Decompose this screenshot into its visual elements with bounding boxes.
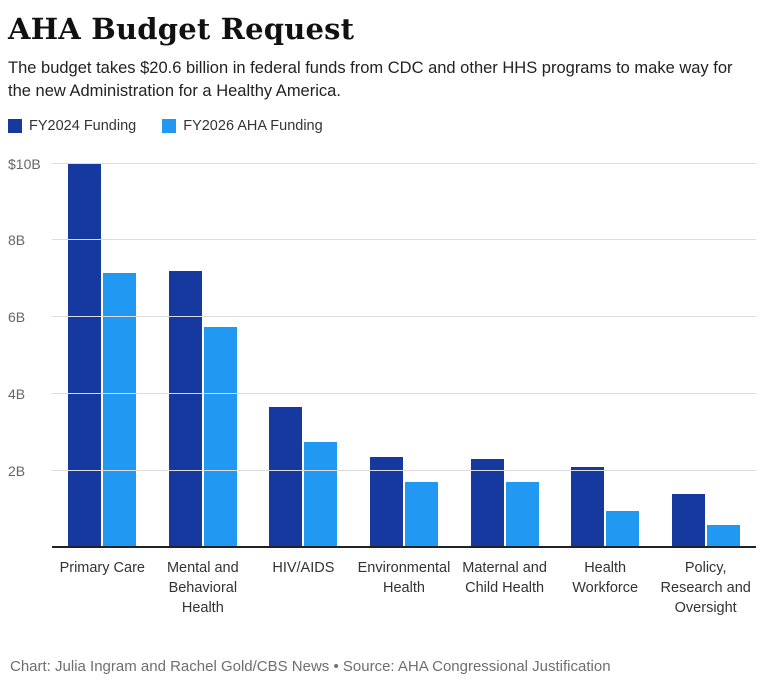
bar-chart: $10B 8B 6B 4B 2B xyxy=(8,156,760,548)
y-axis-tick-label: 6B xyxy=(8,309,26,326)
gridline-8b xyxy=(52,239,756,241)
bar-fy2024-funding xyxy=(470,459,504,548)
legend-item-fy2024: FY2024 Funding xyxy=(8,118,136,134)
fy2024-swatch xyxy=(8,118,22,133)
bar-fy2024-funding xyxy=(370,457,404,548)
category-label: Policy, Research and Oversight xyxy=(660,559,751,617)
bar-fy2026-aha-funding xyxy=(606,511,640,548)
bar-fy2024-funding xyxy=(671,493,705,548)
bar-group xyxy=(454,164,555,548)
category-label: HIV/AIDS xyxy=(272,559,335,576)
legend-label-fy2026: FY2026 AHA Funding xyxy=(183,117,323,134)
plot-area xyxy=(52,162,756,548)
bar-group xyxy=(52,163,153,548)
bar-fy2026-aha-funding xyxy=(203,326,237,548)
category-label: Environmental Health xyxy=(357,559,451,596)
bar-fy2024-funding xyxy=(68,163,102,548)
category-labels: Primary Care Mental and Behavioral Health… xyxy=(52,548,756,619)
bar-group xyxy=(555,164,656,548)
chart-credit: Chart: Julia Ingram and Rachel Gold/CBS … xyxy=(10,658,611,675)
bar-fy2024-funding xyxy=(269,407,303,548)
category-label: Health Workforce xyxy=(572,559,639,596)
y-axis-tick-label: 8B xyxy=(8,232,26,249)
gridline-10b xyxy=(52,162,756,164)
gridline-4b xyxy=(52,392,756,394)
y-axis-tick-label: $10B xyxy=(8,155,41,172)
bar-fy2026-aha-funding xyxy=(103,272,137,548)
gridline-2b xyxy=(52,469,756,471)
y-axis-tick-label: 4B xyxy=(8,385,26,402)
bar-group xyxy=(655,164,756,548)
page-title: AHA Budget Request xyxy=(8,12,355,46)
category-label: Primary Care xyxy=(59,559,145,576)
bar-group xyxy=(253,164,354,548)
legend-label-fy2024: FY2024 Funding xyxy=(29,117,137,134)
chart-subtitle: The budget takes $20.6 billion in federa… xyxy=(8,59,733,100)
category-label: Maternal and Child Health xyxy=(462,559,547,596)
category-label: Mental and Behavioral Health xyxy=(166,559,239,617)
legend-item-fy2026: FY2026 AHA Funding xyxy=(162,117,323,134)
bar-group xyxy=(153,164,254,548)
x-axis-baseline xyxy=(52,545,756,548)
bar-fy2024-funding xyxy=(168,271,202,548)
bar-fy2026-aha-funding xyxy=(706,524,740,548)
y-axis-tick-label: 2B xyxy=(8,462,26,479)
bar-fy2024-funding xyxy=(571,466,605,548)
bars-container xyxy=(52,163,756,548)
bar-fy2026-aha-funding xyxy=(304,441,338,548)
bar-fy2026-aha-funding xyxy=(505,482,539,548)
bar-group xyxy=(354,164,455,548)
bar-fy2026-aha-funding xyxy=(405,482,439,548)
gridline-6b xyxy=(52,316,756,318)
chart-legend: FY2024 Funding FY2026 AHA Funding xyxy=(8,118,760,134)
fy2026-swatch xyxy=(162,118,177,133)
